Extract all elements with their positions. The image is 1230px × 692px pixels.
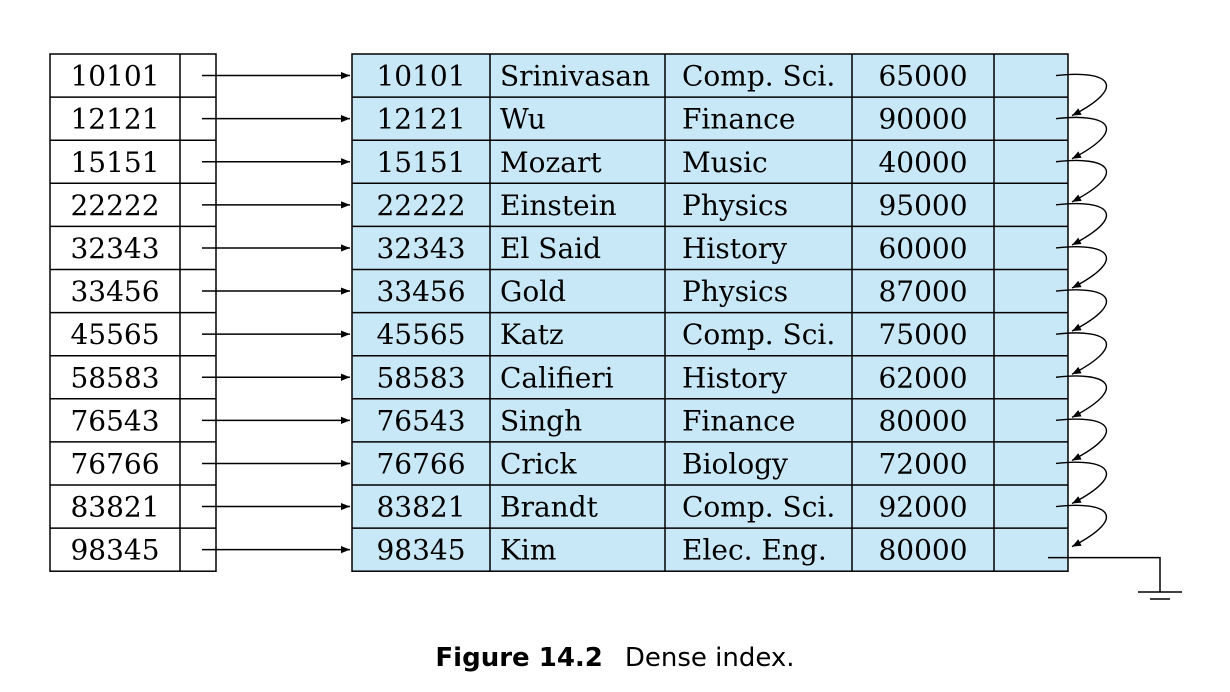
chain-pointer-arrow [1055, 461, 1107, 505]
figure-caption: Figure 14.2 Dense index. [0, 643, 1230, 673]
record-dept: Comp. Sci. [682, 60, 835, 93]
chain-pointer-arrow [1055, 418, 1107, 462]
record-name: Katz [500, 318, 564, 351]
record-name: Mozart [500, 146, 602, 179]
record-name: Califieri [500, 361, 614, 394]
record-salary: 92000 [878, 491, 967, 524]
chain-pointer-arrow [1055, 73, 1107, 117]
index-key: 76766 [70, 447, 159, 480]
record-salary: 95000 [878, 189, 967, 222]
chain-pointer-arrow [1055, 246, 1107, 289]
index-key: 12121 [70, 103, 159, 136]
chain-pointer-arrow [1055, 159, 1107, 203]
index-key: 22222 [70, 189, 159, 222]
record-dept: Physics [682, 189, 788, 222]
index-pointers [202, 71, 350, 554]
record-salary: 62000 [878, 361, 967, 394]
chain-pointer-arrow [1055, 504, 1107, 548]
null-pointer-line [1048, 556, 1161, 592]
record-salary: 90000 [878, 103, 967, 136]
record-dept: Elec. Eng. [682, 534, 827, 567]
record-name: Gold [500, 275, 566, 308]
record-name: Wu [500, 103, 546, 136]
chain-pointer-arrow [1055, 375, 1107, 418]
index-key: 83821 [70, 491, 159, 524]
record-id: 15151 [376, 146, 465, 179]
record-name: Einstein [500, 189, 617, 222]
record-id: 12121 [376, 103, 465, 136]
index-file: 10101 12121 15151 22222 32343 33456 45565 58583… [49, 53, 217, 572]
record-dept: Finance [682, 404, 795, 437]
record-dept: Finance [682, 103, 795, 136]
index-key: 45565 [70, 318, 159, 351]
record-salary: 80000 [878, 404, 967, 437]
record-name: Brandt [500, 491, 599, 524]
caption-text: Dense index. [624, 643, 795, 673]
record-id: 76766 [376, 447, 465, 480]
record-id: 58583 [376, 361, 465, 394]
record-salary: 65000 [878, 60, 967, 93]
record-id: 98345 [376, 534, 465, 567]
null-pointer-ground [1048, 556, 1182, 600]
record-dept: Biology [682, 447, 788, 480]
record-name: El Said [500, 232, 601, 265]
chain-pointer-arrow [1055, 332, 1107, 375]
caption-label: Figure 14.2 [435, 643, 603, 673]
chain-pointer-arrow [1055, 289, 1107, 332]
record-chain-pointers [1055, 73, 1107, 548]
index-key: 33456 [70, 275, 159, 308]
index-key: 10101 [70, 60, 159, 93]
record-name: Crick [500, 447, 577, 480]
record-salary: 87000 [878, 275, 967, 308]
index-key: 76543 [70, 404, 159, 437]
record-name: Kim [500, 534, 556, 567]
record-salary: 75000 [878, 318, 967, 351]
record-id: 45565 [376, 318, 465, 351]
data-file: 10101 Srinivasan Comp. Sci. 65000 12121 Wu Fin… [351, 53, 1069, 572]
record-id: 22222 [376, 189, 465, 222]
record-dept: Comp. Sci. [682, 491, 835, 524]
record-salary: 80000 [878, 534, 967, 567]
record-name: Singh [500, 404, 582, 437]
record-id: 10101 [376, 60, 465, 93]
record-id: 76543 [376, 404, 465, 437]
record-id: 33456 [376, 275, 465, 308]
record-salary: 40000 [878, 146, 967, 179]
index-key: 15151 [70, 146, 159, 179]
record-name: Srinivasan [500, 60, 650, 93]
index-key: 32343 [70, 232, 159, 265]
index-key: 98345 [70, 534, 159, 567]
record-salary: 60000 [878, 232, 967, 265]
record-dept: History [682, 232, 787, 265]
chain-pointer-arrow [1055, 202, 1107, 246]
record-dept: Physics [682, 275, 788, 308]
index-key: 58583 [70, 361, 159, 394]
record-dept: Comp. Sci. [682, 318, 835, 351]
record-dept: Music [682, 146, 768, 179]
record-id: 83821 [376, 491, 465, 524]
chain-pointer-arrow [1055, 116, 1107, 160]
record-dept: History [682, 361, 787, 394]
record-salary: 72000 [878, 447, 967, 480]
record-id: 32343 [376, 232, 465, 265]
